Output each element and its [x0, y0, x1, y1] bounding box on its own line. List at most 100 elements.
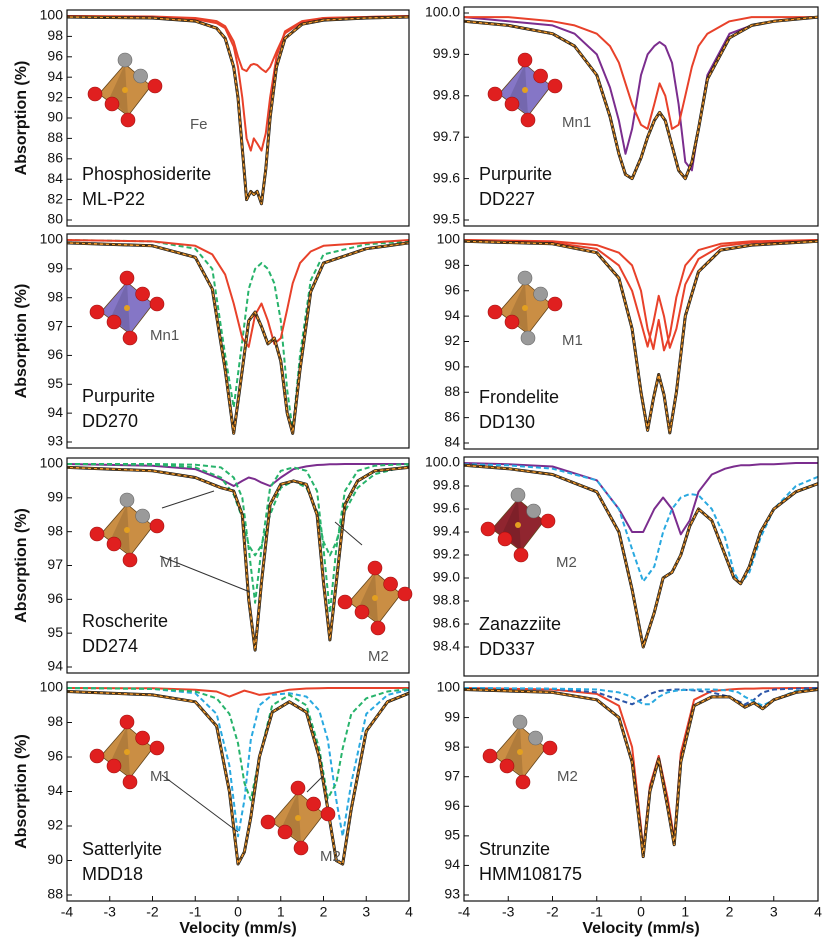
x-tick-label: -4: [458, 904, 471, 920]
atom: [104, 96, 120, 112]
atom: [504, 314, 520, 330]
mineral-name: Phosphosiderite: [82, 164, 211, 184]
atom: [135, 508, 150, 524]
arrow: [334, 521, 363, 546]
y-tick-label: 84: [444, 434, 460, 450]
plot-frame: [66, 233, 410, 449]
arrows: [159, 490, 363, 833]
site-label: M2: [556, 554, 577, 571]
atom: [119, 714, 135, 730]
fit-line: [67, 242, 409, 435]
y-tick-label: 100: [40, 679, 64, 695]
y-tick-label: 100: [437, 231, 461, 247]
y-tick-label: 94: [47, 782, 63, 798]
y-tick-label: 90: [444, 358, 460, 374]
x-tick-label: 1: [681, 904, 689, 920]
atom: [383, 576, 398, 592]
y-tick-label: 96: [47, 590, 63, 606]
plot-frame: [463, 6, 819, 227]
atom: [504, 96, 520, 112]
y-axis-label: Absorption (%): [13, 61, 30, 176]
x-tick-label: -4: [61, 904, 74, 920]
y-tick-label: 100.0: [425, 4, 460, 20]
atom: [482, 748, 498, 764]
plot-frame: [66, 457, 410, 674]
fit-dash: [464, 16, 818, 179]
atom: [277, 824, 293, 840]
center-atom: [295, 815, 301, 821]
center-atom: [122, 87, 128, 93]
x-tick-label: 2: [320, 904, 328, 920]
atom: [122, 774, 138, 790]
sample-id: DD227: [479, 189, 535, 209]
atom: [526, 503, 541, 519]
atom: [499, 758, 515, 774]
polyhedron-face: [111, 282, 130, 334]
sample-id: DD274: [82, 636, 138, 656]
y-tick-label: 98.4: [433, 638, 460, 654]
atom: [89, 526, 105, 542]
atom: [547, 78, 563, 94]
x-tick-label: 0: [637, 904, 645, 920]
atom: [517, 270, 533, 286]
atom: [528, 730, 543, 746]
y-tick-label: 99: [444, 708, 460, 724]
site-label: M1: [160, 554, 181, 571]
y-tick-label: 97: [444, 767, 460, 783]
atom: [149, 296, 165, 312]
y-tick-label: 98.6: [433, 615, 460, 631]
arrow: [159, 555, 251, 593]
component-line: [67, 463, 409, 614]
center-atom: [515, 522, 521, 528]
y-tick-label: 99.6: [433, 500, 460, 516]
atom: [520, 112, 536, 128]
atom: [117, 52, 133, 68]
y-tick-label: 84: [47, 170, 63, 186]
atom: [89, 748, 105, 764]
atom: [370, 620, 386, 636]
component-line: [67, 463, 409, 487]
x-tick-label: -2: [146, 904, 159, 920]
site-label: Mn1: [150, 327, 179, 344]
y-tick-label: 97: [47, 556, 63, 572]
y-tick-label: 99.6: [433, 169, 460, 185]
atom: [367, 560, 383, 576]
atom: [89, 304, 105, 320]
x-tick-label: 1: [277, 904, 285, 920]
center-atom: [372, 595, 378, 601]
y-tick-label: 96: [47, 48, 63, 64]
y-tick-label: 99.9: [433, 45, 460, 61]
fit-dash: [67, 691, 409, 865]
atom: [106, 536, 122, 552]
y-tick-label: 99.7: [433, 128, 460, 144]
atom: [260, 814, 276, 830]
plot-frame: [463, 456, 819, 677]
x-tick-label: 4: [405, 904, 413, 920]
y-tick-label: 99.8: [433, 477, 460, 493]
component-line: [67, 687, 409, 802]
y-axis-label: Absorption (%): [13, 508, 30, 623]
atom: [510, 487, 526, 503]
component-line: [67, 687, 409, 838]
atom: [512, 714, 528, 730]
atom: [542, 740, 558, 756]
fit-dash: [67, 467, 409, 651]
y-tick-label: 97: [47, 317, 63, 333]
atom: [119, 270, 135, 286]
panel: 100.0 99.9 99.8 99.7 99.6 99.5 Purpurite DD227 M…: [425, 4, 819, 227]
atom: [133, 68, 148, 84]
component-line: [464, 239, 818, 352]
x-tick-label: 0: [234, 904, 242, 920]
x-tick-label: 4: [814, 904, 822, 920]
y-tick-label: 99: [47, 489, 63, 505]
atom: [87, 86, 103, 102]
y-tick-label: 94: [47, 404, 63, 420]
panel: 100 98 96 94 92 90 88 -4 -3 -2 -1 0 1 2 3 4 Velocity (mm…: [13, 679, 413, 937]
atom: [320, 806, 336, 822]
mineral-name: Purpurite: [82, 386, 155, 406]
sample-id: DD337: [479, 639, 535, 659]
y-tick-label: 99.5: [433, 211, 460, 227]
center-atom: [522, 87, 528, 93]
fit-dash: [67, 16, 409, 205]
atom: [147, 78, 163, 94]
